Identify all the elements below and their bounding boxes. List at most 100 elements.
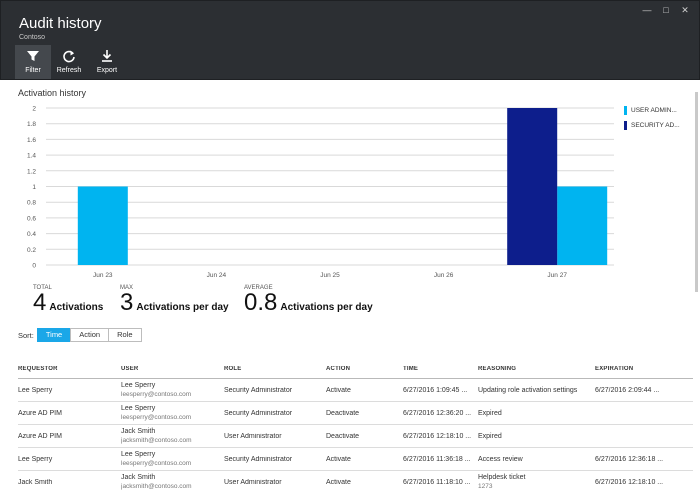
requestor-cell: Lee Sperry <box>18 455 53 463</box>
chart-title: Activation history <box>18 88 87 98</box>
filter-button[interactable]: Filter <box>15 45 51 79</box>
bar <box>77 186 128 265</box>
table-row[interactable]: Azure AD PIM Jack Smith jacksmith@contoso… <box>18 424 693 447</box>
table-row[interactable]: Lee Sperry Lee Sperry leesperry@contoso.c… <box>18 447 693 470</box>
download-icon <box>89 49 125 65</box>
sort-bar: Sort: Time Action Role <box>18 328 142 342</box>
user-name: Lee Sperry <box>121 405 156 412</box>
user-cell: Jack Smith jacksmith@contoso.com <box>121 473 224 491</box>
scrollbar-thumb[interactable] <box>695 92 698 292</box>
expiration-cell: 6/27/2016 12:36:18 ... <box>595 455 664 463</box>
legend-swatch <box>624 106 627 115</box>
stat-average-value: 0.8 <box>244 289 278 316</box>
table-row[interactable]: Lee Sperry Lee Sperry leesperry@contoso.c… <box>18 378 693 401</box>
legend-item[interactable]: USER ADMIN... <box>624 103 698 118</box>
role-cell: User Administrator <box>224 432 282 440</box>
sort-time-button[interactable]: Time <box>36 328 72 342</box>
reasoning-cell: Updating role activation settings <box>478 386 595 395</box>
refresh-icon <box>51 49 87 65</box>
column-header-requestor[interactable]: REQUESTOR <box>18 366 58 372</box>
table-header: REQUESTOR USER ROLE ACTION TIME REASONIN… <box>18 360 693 378</box>
legend-item[interactable]: SECURITY AD... <box>624 118 698 133</box>
column-header-expiration[interactable]: EXPIRATION <box>595 366 634 372</box>
filter-icon <box>15 49 51 65</box>
column-header-reasoning[interactable]: REASONING <box>478 366 517 372</box>
stat-max: MAX 3 Activations per day <box>120 285 229 316</box>
time-cell: 6/27/2016 11:18:10 ... <box>403 478 471 486</box>
sort-role-button[interactable]: Role <box>108 328 142 342</box>
table-row[interactable]: Azure AD PIM Lee Sperry leesperry@contoso… <box>18 401 693 424</box>
time-cell: 6/27/2016 12:18:10 ... <box>403 432 472 440</box>
user-cell: Lee Sperry leesperry@contoso.com <box>121 381 224 399</box>
y-tick-label: 0 <box>32 263 36 270</box>
y-tick-label: 0.2 <box>27 247 36 254</box>
user-email: jacksmith@contoso.com <box>121 483 192 490</box>
sort-label: Sort: <box>18 330 34 340</box>
sort-action-button[interactable]: Action <box>70 328 110 342</box>
user-name: Lee Sperry <box>121 382 156 389</box>
column-header-action[interactable]: ACTION <box>326 366 351 372</box>
blade-header: Audit history Contoso — □ ✕ Filter Refre… <box>0 0 700 80</box>
refresh-label: Refresh <box>56 67 82 74</box>
legend-label: USER ADMIN... <box>631 107 677 114</box>
role-cell: Security Administrator <box>224 386 293 394</box>
export-button[interactable]: Export <box>89 45 125 79</box>
stat-average: AVERAGE 0.8 Activations per day <box>244 285 373 316</box>
column-header-user[interactable]: USER <box>121 366 139 372</box>
reasoning-cell: Expired <box>478 409 595 418</box>
stat-max-label: MAX <box>120 285 134 291</box>
minimize-icon[interactable]: — <box>642 5 652 15</box>
stat-max-value: 3 <box>120 289 134 316</box>
action-cell: Activate <box>326 478 351 486</box>
stat-total-label: TOTAL <box>33 285 52 291</box>
column-header-time[interactable]: TIME <box>403 366 419 372</box>
activation-history-chart: 0 0.2 0.4 0.6 0.8 1 1.2 1.4 1.6 1.8 2 Jun 23 Jun 24 J… <box>27 106 614 279</box>
action-cell: Deactivate <box>326 409 360 417</box>
y-tick-label: 0.4 <box>27 231 36 238</box>
time-cell: 6/27/2016 12:36:20 ... <box>403 409 472 417</box>
time-cell: 6/27/2016 1:09:45 ... <box>403 386 468 394</box>
close-icon[interactable]: ✕ <box>681 5 689 15</box>
requestor-cell: Azure AD PIM <box>18 432 62 440</box>
y-tick-label: 1.2 <box>27 168 36 175</box>
action-cell: Activate <box>326 386 351 394</box>
legend-label: SECURITY AD... <box>631 122 680 129</box>
x-tick-label: Jun 24 <box>207 272 227 279</box>
y-tick-label: 1.4 <box>27 153 36 160</box>
user-name: Jack Smith <box>121 428 156 435</box>
refresh-button[interactable]: Refresh <box>51 45 87 79</box>
column-header-role[interactable]: ROLE <box>224 366 242 372</box>
stat-total: TOTAL 4 Activations <box>33 285 104 316</box>
bar <box>557 186 608 265</box>
y-tick-label: 2 <box>32 106 36 113</box>
maximize-icon[interactable]: □ <box>663 5 669 15</box>
page-subtitle: Contoso <box>19 34 46 41</box>
table-body: Lee Sperry Lee Sperry leesperry@contoso.c… <box>18 378 693 493</box>
role-cell: Security Administrator <box>224 409 293 417</box>
role-cell: User Administrator <box>224 478 282 486</box>
table-row[interactable]: Jack Smith Jack Smith jacksmith@contoso.c… <box>18 470 693 493</box>
reasoning-text: Updating role activation settings <box>478 386 578 394</box>
stat-max-unit: Activations per day <box>136 302 229 313</box>
stat-total-value: 4 <box>33 289 47 316</box>
legend-swatch <box>624 121 627 130</box>
reasoning-detail: 1273 <box>478 483 493 490</box>
stat-total-unit: Activations <box>49 302 104 313</box>
y-tick-label: 0.6 <box>27 215 36 222</box>
user-name: Lee Sperry <box>121 451 156 458</box>
bar <box>507 108 558 265</box>
expiration-cell: 6/27/2016 12:18:10 ... <box>595 478 664 486</box>
y-tick-label: 1.6 <box>27 137 36 144</box>
requestor-cell: Lee Sperry <box>18 386 53 394</box>
user-cell: Lee Sperry leesperry@contoso.com <box>121 450 224 468</box>
reasoning-cell: Expired <box>478 432 595 441</box>
user-email: leesperry@contoso.com <box>121 414 192 421</box>
reasoning-text: Access review <box>478 455 523 463</box>
reasoning-cell: Access review <box>478 455 595 464</box>
filter-label: Filter <box>25 67 41 74</box>
x-tick-label: Jun 26 <box>434 272 454 279</box>
role-cell: Security Administrator <box>224 455 293 463</box>
time-cell: 6/27/2016 11:36:18 ... <box>403 455 471 463</box>
audit-table: REQUESTOR USER ROLE ACTION TIME REASONIN… <box>18 360 693 493</box>
y-tick-label: 1.8 <box>27 121 36 128</box>
